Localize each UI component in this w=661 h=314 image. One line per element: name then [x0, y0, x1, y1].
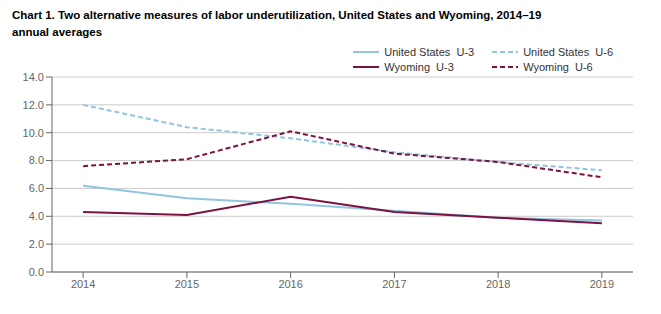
html-text:United States U-6: United States U-6: [523, 46, 613, 58]
svg-text:14.0: 14.0: [23, 71, 44, 83]
html-text:Chart 1. Two alternative measu: Chart 1. Two alternative measures of lab…: [12, 9, 542, 21]
svg-text:10.0: 10.0: [23, 127, 44, 139]
svg-text:6.0: 6.0: [29, 182, 44, 194]
svg-text:2016: 2016: [278, 278, 302, 290]
svg-text:4.0: 4.0: [29, 210, 44, 222]
svg-text:2017: 2017: [382, 278, 406, 290]
html-text:United States U-3: United States U-3: [384, 46, 475, 58]
svg-text:0.0: 0.0: [29, 266, 44, 278]
svg-text:2014: 2014: [71, 278, 95, 290]
svg-text:2019: 2019: [590, 278, 614, 290]
svg-text:12.0: 12.0: [23, 99, 44, 111]
svg-text:2015: 2015: [175, 278, 199, 290]
svg-text:2.0: 2.0: [29, 238, 44, 250]
html-text:Wyoming U-3: Wyoming U-3: [384, 61, 454, 73]
svg-text:8.0: 8.0: [29, 154, 44, 166]
html-text:annual averages: annual averages: [12, 26, 103, 38]
svg-text:2018: 2018: [486, 278, 510, 290]
html-text:Wyoming U-6: Wyoming U-6: [523, 61, 593, 73]
